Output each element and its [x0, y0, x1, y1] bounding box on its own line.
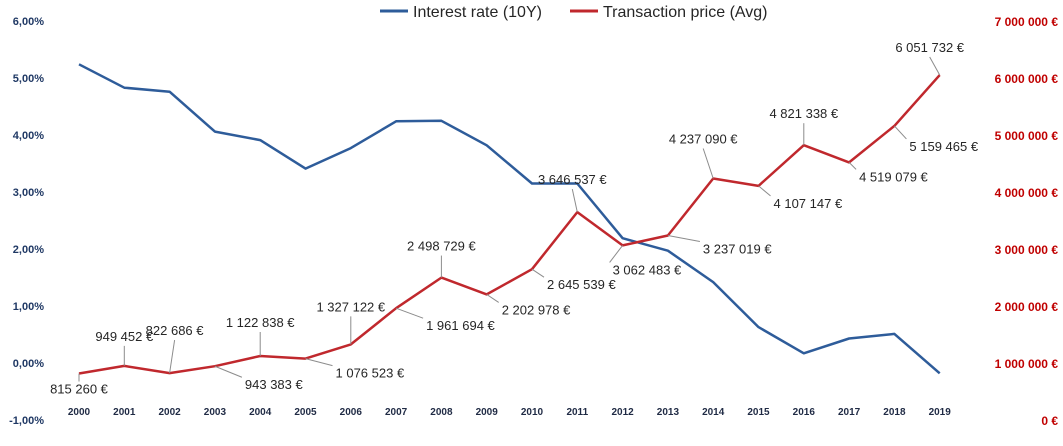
x-tick-label: 2006 [340, 407, 363, 418]
price-data-label: 1 122 838 € [226, 315, 295, 330]
price-data-label: 5 159 465 € [909, 139, 978, 154]
x-tick-label: 2009 [476, 407, 499, 418]
x-axis: 2000 2001 2002 2003 2004 2005 2006 2007 2008 2009… [68, 407, 951, 418]
x-tick-label: 2007 [385, 407, 408, 418]
label-leader-line [395, 307, 424, 319]
price-data-label: 1 076 523 € [336, 366, 405, 381]
price-data-label: 3 646 537 € [538, 172, 607, 187]
label-leader-line [169, 340, 176, 374]
left-tick-label: 5,00% [13, 73, 44, 85]
left-tick-label: 3,00% [13, 187, 44, 199]
price-data-label: 4 107 147 € [774, 196, 843, 211]
label-leader-line [486, 294, 499, 303]
price-data-label: 815 260 € [50, 382, 109, 397]
left-tick-label: -1,00% [9, 415, 44, 427]
price-data-label: 1 327 122 € [316, 299, 385, 314]
label-leader-line [214, 365, 243, 378]
left-tick-label: 0,00% [13, 358, 44, 370]
x-tick-label: 2000 [68, 407, 91, 418]
price-data-label: 4 519 079 € [859, 169, 928, 184]
left-tick-label: 2,00% [13, 244, 44, 256]
legend-label-1: Transaction price (Avg) [603, 4, 768, 21]
left-y-axis: -1,00% 0,00% 1,00% 2,00% 3,00% 4,00% 5,00% 6,00… [9, 16, 44, 427]
series-line-1 [78, 74, 941, 375]
price-data-label: 6 051 732 € [895, 40, 964, 55]
x-tick-label: 2005 [294, 407, 317, 418]
right-tick-label: 0 € [1041, 414, 1058, 428]
right-tick-label: 1 000 000 € [995, 357, 1059, 371]
right-tick-label: 3 000 000 € [995, 243, 1059, 257]
label-leader-line [667, 234, 700, 242]
x-tick-label: 2019 [929, 407, 952, 418]
right-y-axis: 0 € 1 000 000 € 2 000 000 € 3 000 000 € 4 00… [995, 15, 1059, 428]
series-lines [78, 63, 941, 375]
label-leader-line [929, 56, 941, 76]
right-tick-label: 2 000 000 € [995, 300, 1059, 314]
label-leader-line [894, 125, 907, 140]
price-data-label: 822 686 € [146, 323, 205, 338]
x-tick-label: 2015 [747, 407, 770, 418]
x-tick-label: 2011 [566, 407, 588, 418]
price-data-label: 4 821 338 € [769, 106, 838, 121]
right-tick-label: 7 000 000 € [995, 15, 1059, 29]
label-leader-line [702, 148, 714, 179]
label-leader-line [571, 189, 578, 213]
label-leader-line [609, 245, 623, 263]
price-data-label: 2 202 978 € [502, 302, 571, 317]
price-data-label: 943 383 € [245, 377, 304, 392]
x-tick-label: 2004 [249, 407, 272, 418]
x-tick-label: 2002 [158, 407, 181, 418]
price-data-label: 3 062 483 € [613, 262, 682, 277]
x-tick-label: 2003 [204, 407, 227, 418]
price-data-label: 1 961 694 € [426, 318, 495, 333]
x-tick-label: 2017 [838, 407, 861, 418]
label-leader-line [848, 162, 857, 170]
x-tick-label: 2013 [657, 407, 680, 418]
label-leader-line [758, 185, 771, 197]
left-tick-label: 1,00% [13, 301, 44, 313]
price-data-label: 3 237 019 € [703, 241, 772, 256]
legend-label-0: Interest rate (10Y) [413, 4, 542, 21]
label-leader-line [531, 268, 545, 278]
x-tick-label: 2012 [611, 407, 634, 418]
x-tick-label: 2018 [883, 407, 906, 418]
label-leader-line [305, 358, 333, 367]
x-tick-label: 2016 [793, 407, 816, 418]
right-tick-label: 6 000 000 € [995, 72, 1059, 86]
price-data-label: 2 645 539 € [547, 277, 616, 292]
x-tick-label: 2008 [430, 407, 453, 418]
left-tick-label: 4,00% [13, 130, 44, 142]
right-tick-label: 4 000 000 € [995, 186, 1059, 200]
price-data-label: 949 452 € [95, 329, 154, 344]
data-labels: 815 260 € 949 452 €822 686 € 943 383 € 1 12… [50, 40, 979, 396]
legend: Interest rate (10Y) Transaction price (Av… [380, 4, 768, 21]
x-tick-label: 2014 [702, 407, 725, 418]
x-tick-label: 2001 [113, 407, 136, 418]
price-data-label: 2 498 729 € [407, 239, 476, 254]
right-tick-label: 5 000 000 € [995, 129, 1059, 143]
series-line-0 [78, 63, 941, 375]
left-tick-label: 6,00% [13, 16, 44, 28]
x-tick-label: 2010 [521, 407, 544, 418]
price-data-label: 4 237 090 € [669, 131, 738, 146]
